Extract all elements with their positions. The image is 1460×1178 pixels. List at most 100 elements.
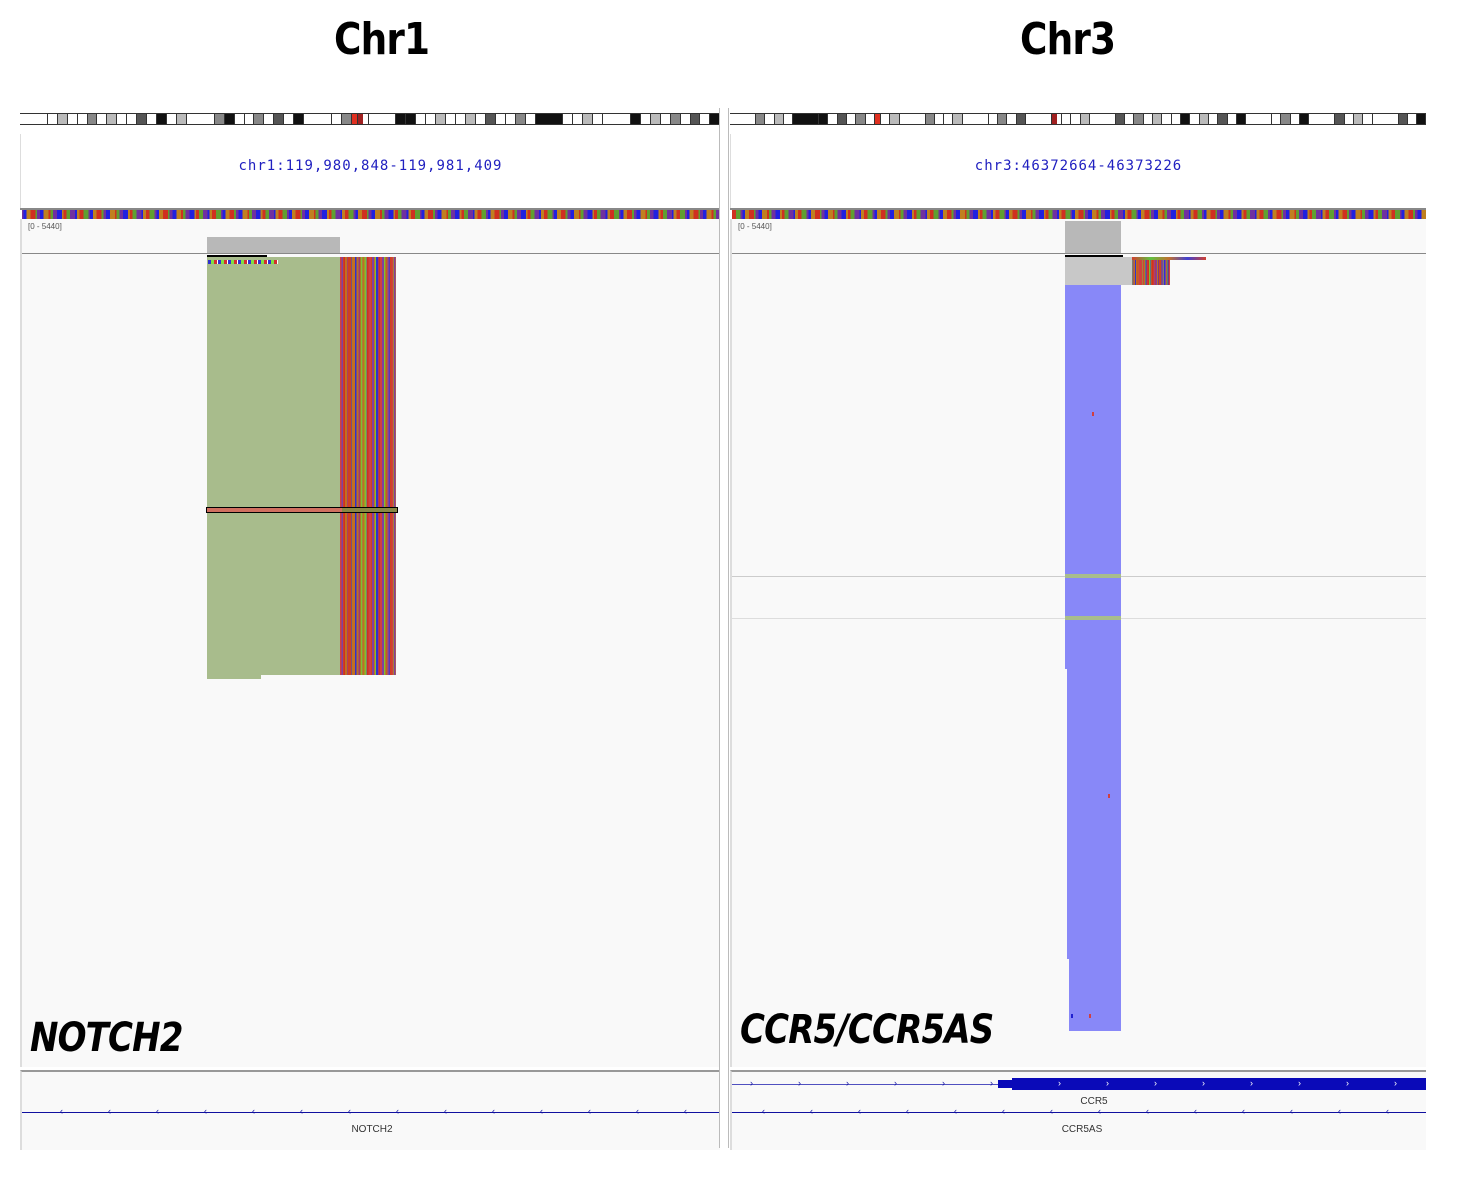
cytoband [406, 114, 417, 124]
coverage-bar[interactable] [207, 237, 340, 253]
chromosome-ideogram[interactable] [730, 113, 1427, 125]
cytoband [640, 114, 651, 124]
gene-name-notch2: NOTCH2 [351, 1124, 393, 1135]
cytoband [1115, 114, 1126, 124]
cytoband [828, 114, 838, 124]
green-insert-row [1065, 616, 1121, 620]
cytoband [107, 114, 118, 124]
locus-text[interactable]: chr1:119,980,848-119,981,409 [238, 158, 503, 174]
cytoband [426, 114, 437, 124]
cytoband [944, 114, 954, 124]
strand-arrow-icon: › [990, 1078, 993, 1088]
cytoband [57, 114, 68, 124]
strand-arrow-icon: ‹ [762, 1106, 765, 1116]
locus-header: chr3:46372664-46373226 [730, 134, 1426, 208]
cytoband [1199, 114, 1209, 124]
gene-label-notch2: NOTCH2 [30, 1015, 183, 1061]
cytoband [254, 114, 265, 124]
panel-divider[interactable] [719, 108, 729, 1148]
cytoband [730, 114, 756, 124]
strand-arrow-icon: ‹ [1050, 1106, 1053, 1116]
cytoband [495, 114, 506, 124]
cytoband [20, 114, 48, 124]
cytoband [1417, 114, 1427, 124]
cytoband [358, 114, 369, 124]
read-pileup[interactable] [207, 257, 340, 641]
cytoband [630, 114, 641, 124]
cytoband [874, 114, 881, 124]
read-pileup-mid [261, 641, 340, 675]
gene-track[interactable]: ‹ ‹ ‹ ‹ ‹ ‹ ‹ ‹ ‹ ‹ ‹ ‹ ‹ ‹ NOTCH2 [20, 1070, 720, 1150]
read-pileup[interactable] [1065, 285, 1121, 669]
cytoband [890, 114, 900, 124]
gene-name-ccr5: CCR5 [1080, 1096, 1108, 1107]
strand-arrow-icon: ‹ [1386, 1106, 1389, 1116]
cytoband [583, 114, 594, 124]
green-insert-row [1065, 574, 1121, 578]
cytoband [341, 114, 352, 124]
strand-arrow-icon: ‹ [684, 1106, 687, 1116]
coverage-bar[interactable] [1065, 221, 1121, 254]
alignment-track[interactable]: [0 - 5440] NOTCH2 [20, 219, 720, 1067]
selected-read[interactable] [206, 507, 398, 513]
cytoband [573, 114, 584, 124]
cytoband [77, 114, 88, 124]
cytoband [244, 114, 255, 124]
title-chr3: Chr3 [1020, 14, 1116, 65]
read-pileup-bottom [1069, 959, 1121, 1031]
cytoband [137, 114, 148, 124]
cytoband [755, 114, 766, 124]
cytoband [1181, 114, 1191, 124]
cytoband [925, 114, 935, 124]
cytoband [865, 114, 875, 124]
mismatch-dot [1108, 794, 1110, 798]
strand-arrow-icon: ‹ [204, 1106, 207, 1116]
cytoband [1134, 114, 1144, 124]
cytoband [475, 114, 486, 124]
title-chr1: Chr1 [334, 14, 430, 65]
ccr5-gene-feature[interactable] [1012, 1078, 1426, 1090]
strand-arrow-icon: ‹ [108, 1106, 111, 1116]
divider [20, 208, 720, 210]
cytoband [224, 114, 235, 124]
ccr5as-gene-feature[interactable] [732, 1112, 1426, 1113]
data-range-label: [0 - 5440] [738, 222, 772, 231]
cytoband [466, 114, 476, 124]
mismatch-columns[interactable] [340, 257, 396, 675]
cytoband [97, 114, 108, 124]
gene-track[interactable]: CCR5 › › › › › › ‹ ‹ ‹ ‹ ‹ ‹ ‹ ‹ ‹ ‹ ‹ ‹ ‹ ‹ › › › › › › › › CCR5AS [730, 1070, 1426, 1150]
cytoband [1162, 114, 1172, 124]
cytoband [117, 114, 128, 124]
cytoband [593, 114, 604, 124]
cytoband [1300, 114, 1310, 124]
read-pileup-bottom [207, 641, 261, 679]
cytoband [304, 114, 332, 124]
cytoband [1398, 114, 1408, 124]
ccr5-intron [732, 1084, 1002, 1085]
cytoband [880, 114, 891, 124]
cytoband [1071, 114, 1081, 124]
mismatch-row [208, 260, 278, 264]
cytoband [436, 114, 447, 124]
strand-arrow-icon: ‹ [300, 1106, 303, 1116]
strand-arrow-icon: ‹ [156, 1106, 159, 1116]
cytoband [1272, 114, 1282, 124]
divider [730, 208, 1426, 210]
cytoband [485, 114, 496, 124]
cytoband [214, 114, 225, 124]
reference-sequence-track [732, 210, 1426, 219]
mismatch-cluster[interactable] [1132, 257, 1170, 285]
chromosome-ideogram[interactable] [20, 113, 721, 125]
locus-text[interactable]: chr3:46372664-46373226 [974, 158, 1183, 174]
locus-header: chr1:119,980,848-119,981,409 [20, 134, 720, 208]
strand-arrow-icon: ‹ [540, 1106, 543, 1116]
alignment-track[interactable]: [0 - 5440] CCR5/CCR5AS [730, 219, 1426, 1067]
cytoband [700, 114, 711, 124]
notch2-gene-feature[interactable] [22, 1112, 720, 1113]
ccr5-utr [998, 1080, 1014, 1088]
gray-reads [1065, 257, 1133, 285]
cytoband [670, 114, 681, 124]
cytoband [1335, 114, 1345, 124]
coverage-separator [22, 253, 720, 254]
strand-arrow-icon: ‹ [492, 1106, 495, 1116]
